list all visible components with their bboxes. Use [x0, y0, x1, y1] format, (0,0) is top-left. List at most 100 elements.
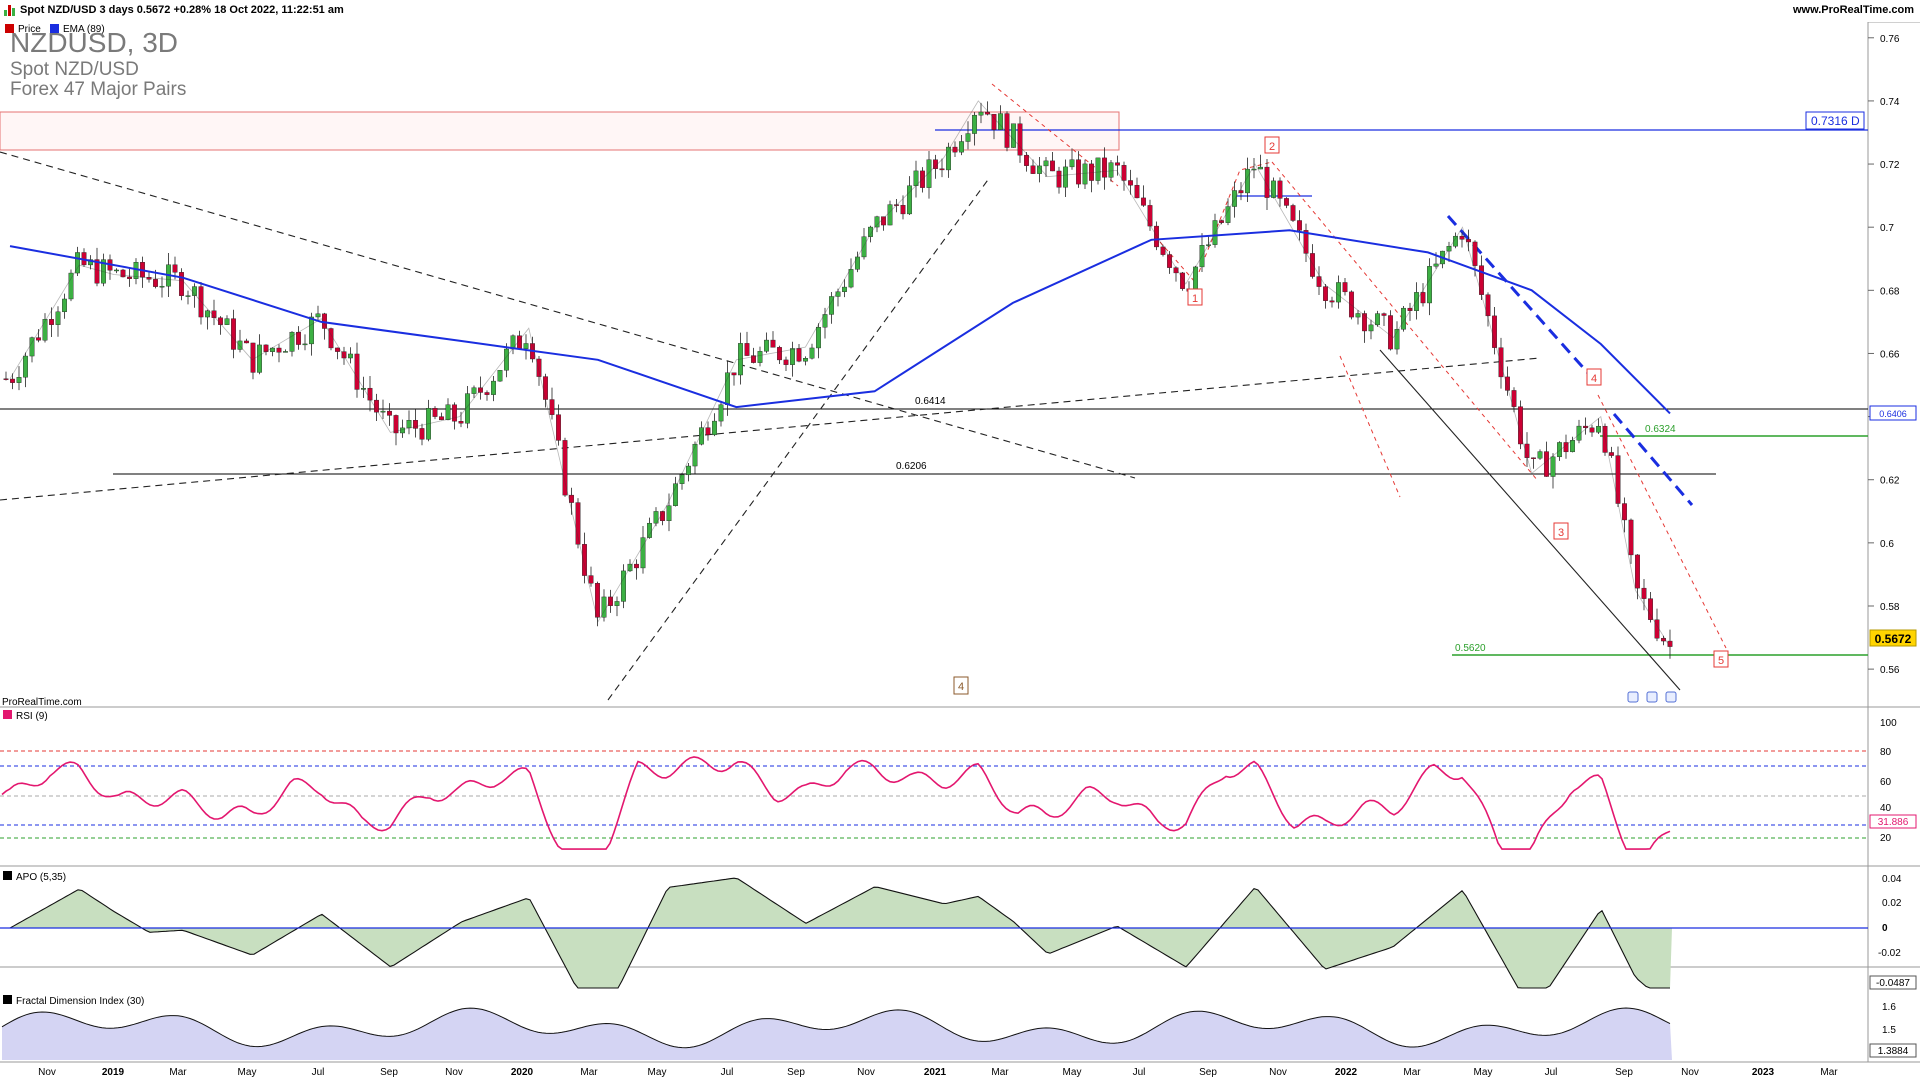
price-legend-label: Price	[18, 24, 41, 35]
wave-label-4: 4	[1586, 368, 1602, 386]
news-icon[interactable]	[1646, 691, 1658, 703]
price-tick-label: 0.58	[1880, 602, 1900, 613]
price-legend-swatch	[5, 24, 14, 33]
candle-up	[1108, 162, 1114, 178]
candle-down	[1004, 113, 1010, 148]
current-price-text: 0.5672	[1875, 632, 1912, 646]
rsi-line	[1, 756, 1671, 850]
x-axis-label: 2022	[1335, 1067, 1358, 1078]
candle-up	[959, 141, 964, 153]
candle-down	[413, 420, 418, 429]
candle-up	[16, 377, 22, 383]
candle-up	[1063, 166, 1068, 188]
candle-up	[1550, 456, 1556, 477]
candle-up	[1446, 246, 1452, 252]
candle-down	[439, 416, 444, 421]
candle-up	[601, 596, 607, 618]
candle-down	[328, 328, 334, 349]
apo-tick-0-02: 0.02	[1882, 898, 1902, 909]
candle-up	[1433, 263, 1439, 267]
fdi-legend-swatch	[3, 995, 12, 1004]
candle-up	[887, 204, 893, 226]
candle-down	[744, 343, 750, 356]
candle-down	[387, 410, 392, 416]
candle-up	[874, 216, 880, 228]
price-tick-label: 0.74	[1880, 97, 1900, 108]
candle-up	[1082, 163, 1088, 185]
candle-down	[263, 344, 269, 352]
candle-down	[1134, 184, 1140, 199]
x-axis-label: 2019	[102, 1067, 125, 1078]
candle-down	[556, 414, 561, 441]
candle-down	[783, 359, 789, 365]
candle-down	[1583, 425, 1588, 429]
rsi-legend-swatch	[3, 710, 12, 719]
candle-down	[1290, 205, 1296, 221]
candle-up	[1011, 123, 1016, 148]
x-axis-label: May	[1063, 1067, 1082, 1078]
candle-down	[1472, 241, 1478, 266]
candle-down	[478, 387, 483, 393]
apo-value-text: -0.0487	[1876, 978, 1910, 989]
candle-up	[764, 339, 769, 352]
candle-down	[1667, 640, 1673, 647]
wave-label-4-brown: 4	[953, 676, 969, 695]
candle-down	[1615, 455, 1621, 504]
rsi-tick-60: 60	[1880, 777, 1892, 788]
candle-up	[445, 404, 451, 421]
candle-down	[608, 596, 613, 606]
candle-down	[1310, 253, 1315, 277]
apo-tick-0-04: 0.04	[1882, 874, 1902, 885]
candle-down	[419, 428, 425, 440]
ema-value-tag	[1869, 405, 1917, 421]
candle-down	[1628, 519, 1634, 556]
candle-up	[491, 380, 496, 395]
price-tick-label: 0.66	[1880, 349, 1900, 360]
candle-up	[400, 427, 405, 434]
ema-series-line	[9, 229, 1671, 415]
candle-up	[1368, 324, 1374, 332]
candle-up	[712, 420, 717, 436]
x-axis-label: May	[648, 1067, 667, 1078]
ema-legend-label: EMA (89)	[63, 24, 105, 35]
candle-up	[1043, 160, 1049, 167]
candle-up	[1251, 168, 1257, 171]
candle-down	[634, 563, 639, 569]
candlesticks	[3, 101, 1673, 659]
news-icon[interactable]	[1665, 691, 1677, 703]
candle-down	[705, 427, 711, 436]
candle-up	[978, 111, 984, 116]
candle-down	[1466, 239, 1471, 243]
blue-dashed-lower	[1612, 413, 1694, 506]
candle-up	[738, 343, 743, 376]
apo-label: APO (5,35)	[16, 872, 66, 883]
candle-up	[998, 113, 1003, 130]
candle-down	[1115, 162, 1120, 166]
candle-down	[36, 337, 41, 341]
candle-up	[1570, 440, 1575, 453]
candle-down	[1173, 267, 1179, 274]
candle-down	[458, 421, 464, 424]
red-dashed-4	[1339, 355, 1401, 498]
x-axis-label: Mar	[991, 1067, 1009, 1078]
news-icons[interactable]	[1627, 691, 1677, 703]
candle-down	[1050, 160, 1055, 172]
x-axis-label: Mar	[1820, 1067, 1838, 1078]
news-icon[interactable]	[1627, 691, 1639, 703]
x-axis-label: 2020	[511, 1067, 534, 1078]
candle-down	[1589, 427, 1595, 433]
candle-up	[686, 465, 691, 476]
candle-up	[757, 351, 763, 363]
candle-down	[543, 376, 548, 400]
candle-down	[1264, 166, 1270, 198]
candle-up	[361, 387, 366, 390]
chart-market: Forex 47 Major Pairs	[10, 79, 186, 100]
price-tick-label: 0.68	[1880, 286, 1900, 297]
candle-down	[1563, 442, 1569, 453]
candle-up	[868, 226, 873, 237]
rsi-label: RSI (9)	[16, 711, 48, 722]
candle-down	[367, 387, 373, 401]
fdi-panel: Fractal Dimension Index (30) 1.6 1.5 1.3…	[1, 995, 1917, 1060]
candle-down	[218, 317, 223, 325]
